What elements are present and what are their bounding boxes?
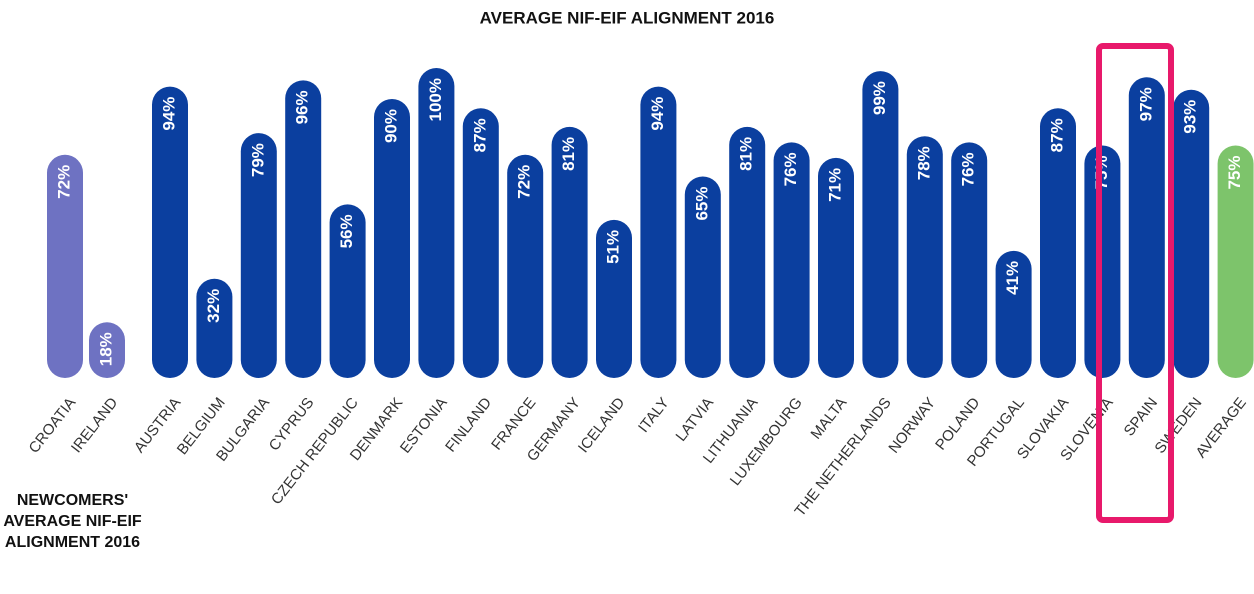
value-label: 79% <box>248 143 267 177</box>
chart-title: AVERAGE NIF-EIF ALIGNMENT 2016 <box>480 8 775 27</box>
annotation: NEWCOMERS' AVERAGE NIF-EIF ALIGNMENT 201… <box>3 492 142 551</box>
bar <box>1217 145 1254 378</box>
bar <box>862 71 899 378</box>
bar <box>684 176 721 378</box>
x-tick-label: MALTA <box>807 394 850 442</box>
bar <box>1128 77 1165 379</box>
bar <box>1173 89 1210 378</box>
x-tick-label: ICELAND <box>575 394 629 456</box>
value-label: 78% <box>914 146 933 180</box>
bar <box>374 99 410 378</box>
bar <box>47 154 83 378</box>
x-tick-label: NORWAY <box>885 394 939 456</box>
bar <box>1084 145 1121 378</box>
value-label: 56% <box>337 214 356 248</box>
bar <box>995 250 1032 378</box>
value-label: 81% <box>737 137 756 171</box>
value-label: 94% <box>648 97 667 131</box>
bar <box>818 157 854 378</box>
bar <box>418 68 455 378</box>
bar <box>596 219 632 378</box>
value-label: 94% <box>159 97 178 131</box>
value-label: 76% <box>781 152 800 186</box>
bar <box>1040 108 1076 379</box>
value-label: 93% <box>1181 100 1200 134</box>
value-label: 51% <box>603 230 622 264</box>
bar <box>152 86 188 378</box>
x-tick-label: SPAIN <box>1121 394 1161 439</box>
value-label: 65% <box>692 187 711 221</box>
x-tick-label: ITALY <box>635 394 673 436</box>
bar <box>507 154 544 378</box>
bar <box>906 136 943 378</box>
value-label: 32% <box>204 289 223 323</box>
bar <box>329 204 366 378</box>
bar <box>551 126 588 379</box>
value-label: 81% <box>559 137 578 171</box>
value-label: 87% <box>1047 118 1066 152</box>
value-label: 97% <box>1136 87 1155 121</box>
bar <box>729 126 766 379</box>
bar <box>240 133 277 378</box>
value-label: 18% <box>96 332 115 366</box>
value-label: 76% <box>959 152 978 186</box>
bar <box>89 322 125 378</box>
value-label: 72% <box>54 165 73 199</box>
value-label: 72% <box>515 165 534 199</box>
value-label: 96% <box>293 90 312 124</box>
value-label: 99% <box>870 81 889 115</box>
value-label: 90% <box>381 109 400 143</box>
x-tick-label: ESTONIA <box>397 394 451 456</box>
value-label: 71% <box>825 168 844 202</box>
value-label: 87% <box>470 118 489 152</box>
x-tick-label: LATVIA <box>673 394 718 444</box>
bar <box>640 86 677 378</box>
value-label: 100% <box>426 78 445 121</box>
value-label: 41% <box>1003 261 1022 295</box>
x-tick-label: FINLAND <box>442 394 495 455</box>
bar <box>196 278 233 378</box>
bar <box>951 142 988 378</box>
highlight-box <box>1096 43 1174 523</box>
bar <box>285 80 322 379</box>
bar <box>462 108 499 379</box>
bar <box>773 142 810 378</box>
value-label: 75% <box>1225 156 1244 190</box>
